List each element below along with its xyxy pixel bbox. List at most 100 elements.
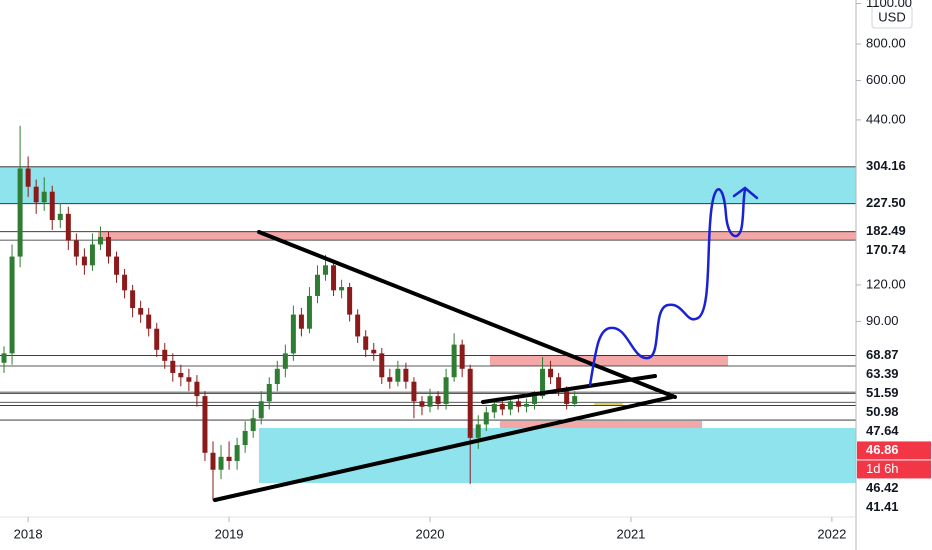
candle-body <box>564 391 570 404</box>
trend-line <box>481 374 657 404</box>
candle-body <box>459 344 465 369</box>
currency: USD <box>878 9 905 24</box>
level-label: 304.16 <box>866 158 906 173</box>
forecast-arrow <box>732 186 759 200</box>
candle-body <box>355 314 361 337</box>
level-label-box <box>857 384 931 403</box>
candle-body <box>403 368 409 382</box>
candle-body <box>97 236 103 245</box>
level-label: 182.49 <box>866 223 906 238</box>
candle-body <box>33 186 39 203</box>
currency-box[interactable] <box>871 5 913 29</box>
candle-body <box>25 168 31 187</box>
candle-body <box>531 396 537 404</box>
candle-body <box>427 396 433 407</box>
candle-body <box>451 344 457 378</box>
candle-body <box>419 401 425 407</box>
candle-body <box>130 290 136 309</box>
candle-body <box>146 314 152 329</box>
levels <box>0 166 856 421</box>
zone <box>98 231 856 241</box>
drawings <box>213 186 759 502</box>
level-label-box <box>857 346 931 365</box>
candle-body <box>282 353 288 369</box>
candle-body <box>395 368 401 382</box>
candle-body <box>387 377 393 382</box>
candle-body <box>242 430 248 446</box>
candle-body <box>467 368 473 438</box>
level-label-box <box>857 403 931 422</box>
candle-body <box>250 418 256 431</box>
candle-body <box>17 168 23 257</box>
candles <box>1 125 578 501</box>
candle-body <box>1 353 7 363</box>
countdown: 1d 6h <box>866 461 899 476</box>
candle-body <box>572 396 578 404</box>
candle-body <box>314 274 320 296</box>
level-label-box <box>857 479 931 498</box>
candle-body <box>379 353 385 378</box>
candle-body <box>298 314 304 329</box>
candle-body <box>49 191 55 221</box>
candle-body <box>178 372 184 378</box>
candle-body <box>548 368 554 378</box>
forecast-curve <box>588 188 747 387</box>
level-label-box <box>857 194 931 213</box>
level-label-box <box>857 498 931 517</box>
level-label-box <box>857 365 931 384</box>
level-label: 46.42 <box>866 480 899 495</box>
x-tick-label: 2020 <box>416 526 445 541</box>
x-tick-label: 2018 <box>14 526 43 541</box>
candle-body <box>81 256 87 266</box>
candle-body <box>475 424 481 438</box>
candle-body <box>331 265 337 291</box>
candle-body <box>339 287 345 291</box>
candle-body <box>491 403 497 413</box>
level-label-box <box>857 241 931 260</box>
candle-body <box>274 368 280 384</box>
x-tick-label: 2022 <box>817 526 846 541</box>
candle-body <box>515 401 521 407</box>
candle-body <box>106 236 112 257</box>
y-tick-label: 120.00 <box>866 276 906 291</box>
candle-body <box>306 295 312 329</box>
x-tick-label: 2021 <box>616 526 645 541</box>
zone <box>0 166 856 204</box>
candle-body <box>154 328 160 350</box>
candle-body <box>323 265 329 275</box>
level-label: 41.41 <box>866 499 899 514</box>
candle-body <box>411 381 417 402</box>
zones <box>0 166 856 366</box>
axis-labels: 1100.00 800.00 600.00 440.00 120.00 90.00 304.… <box>14 0 931 541</box>
candle-body <box>170 360 176 373</box>
candle-body <box>234 445 240 461</box>
candle-body <box>162 349 168 361</box>
candle-body <box>371 349 377 354</box>
level-label: 51.59 <box>866 385 899 400</box>
trend-line <box>257 230 677 399</box>
candle-body <box>218 456 224 470</box>
candle-body <box>507 401 513 410</box>
candle-body <box>266 383 272 402</box>
level-label: 227.50 <box>866 195 906 210</box>
candle-body <box>556 377 562 392</box>
candle-body <box>499 403 505 410</box>
level-label-box <box>857 222 931 241</box>
candle-body <box>258 401 264 419</box>
zone <box>490 355 728 366</box>
candle-body <box>194 381 200 397</box>
candle-body <box>226 456 232 461</box>
supply-zone-small <box>500 421 702 428</box>
y-tick-label: 1100.00 <box>866 0 912 10</box>
candle-body <box>443 377 449 404</box>
candle-body <box>523 403 529 407</box>
candle-body <box>122 274 128 291</box>
candle-body <box>186 377 192 382</box>
candle-body <box>57 213 63 221</box>
y-tick-label: 440.00 <box>866 111 906 126</box>
candle-body <box>41 191 47 203</box>
last-price-label-box <box>857 441 931 460</box>
candle-body <box>540 368 546 397</box>
candle-body <box>435 396 441 404</box>
y-tick-label: 600.00 <box>866 72 906 87</box>
